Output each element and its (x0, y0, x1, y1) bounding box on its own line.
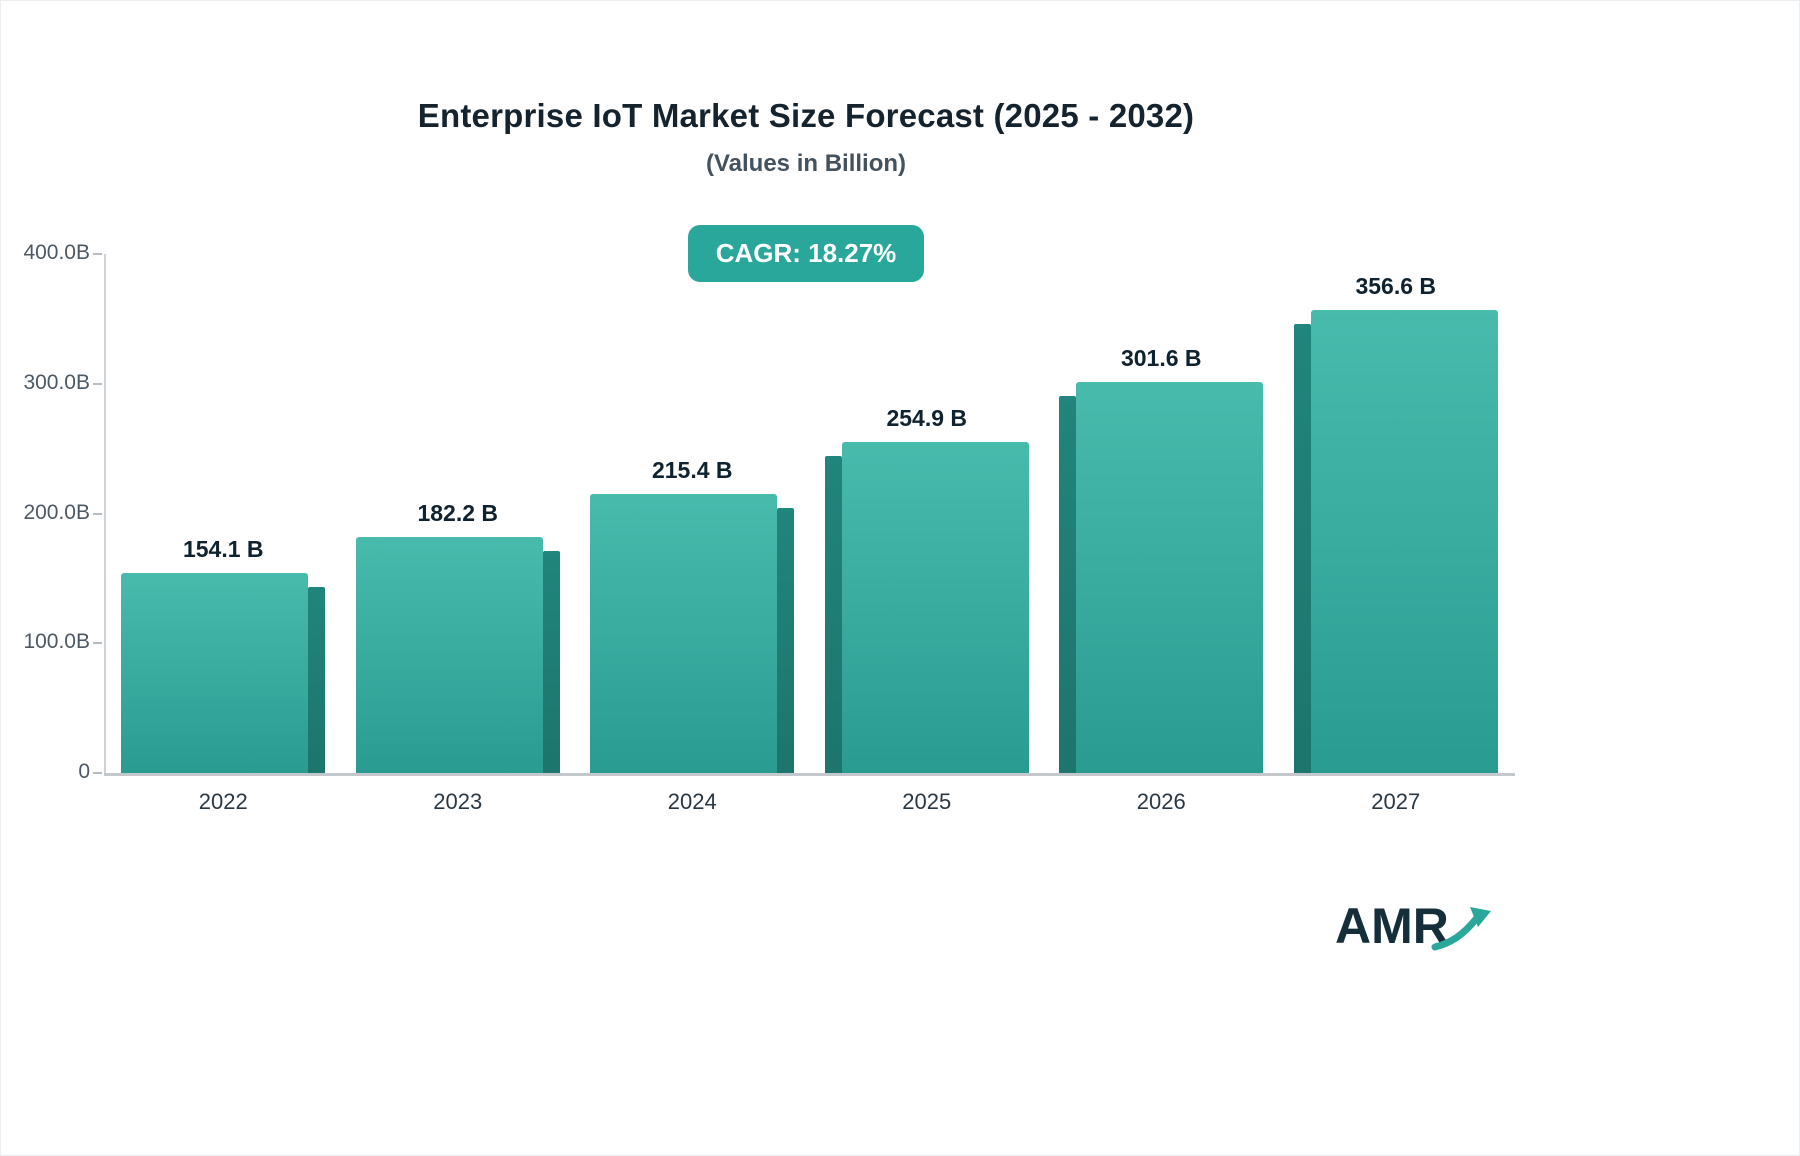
bar (355, 537, 543, 773)
bar-value-label: 356.6 B (1355, 273, 1437, 299)
y-axis-label: 100.0B (23, 630, 90, 654)
y-axis-label: 300.0B (23, 370, 90, 394)
bar-value-label: 301.6 B (1120, 345, 1202, 371)
bar-side-face (1059, 396, 1077, 773)
bar-side-face (777, 508, 795, 773)
brand-logo-text: AMR (1335, 898, 1449, 954)
badge-row: CAGR: 18.27% (1, 225, 1611, 282)
chart-subtitle: (Values in Billion) (705, 150, 907, 177)
bar-value-label: 254.9 B (886, 405, 968, 431)
y-axis-tick (93, 642, 102, 645)
bar (841, 442, 1029, 773)
y-axis-line (104, 254, 106, 776)
y-axis-label: 400.0B (23, 241, 90, 264)
plot-area: 154.1 B 2022 182.2 B 2023 215.4 B 2024 254.9 B… (23, 241, 1515, 814)
bar-side-face (1293, 324, 1311, 773)
growth-arrow-icon (1431, 907, 1491, 951)
bar-side-face (542, 551, 560, 773)
y-axis-tick (93, 512, 102, 515)
bar (121, 573, 309, 773)
bar-side-face (308, 587, 326, 773)
y-axis-tick (93, 382, 102, 385)
cagr-badge: CAGR: 18.27% (687, 225, 925, 282)
bar-value-label: 154.1 B (182, 536, 264, 562)
bar-side-face (824, 456, 842, 773)
brand-logo: AMR (1335, 897, 1491, 957)
bar (1310, 310, 1498, 773)
x-axis-label: 2026 (1136, 789, 1186, 814)
x-axis-line (104, 773, 1515, 776)
bar-value-label: 215.4 B (651, 457, 733, 483)
x-axis-label: 2023 (433, 789, 483, 814)
x-axis-label: 2024 (667, 789, 717, 814)
x-axis-label: 2025 (902, 789, 952, 814)
bar-value-label: 182.2 B (417, 500, 499, 526)
y-axis-label: 0 (78, 760, 90, 783)
bar (590, 494, 778, 773)
chart-title: Enterprise IoT Market Size Forecast (202… (417, 97, 1195, 134)
x-axis-label: 2022 (198, 789, 248, 814)
y-axis-tick (93, 253, 102, 255)
y-axis-tick (93, 772, 102, 774)
bar (1076, 382, 1264, 773)
x-axis-label: 2027 (1371, 789, 1421, 814)
y-axis-label: 200.0B (23, 500, 90, 524)
